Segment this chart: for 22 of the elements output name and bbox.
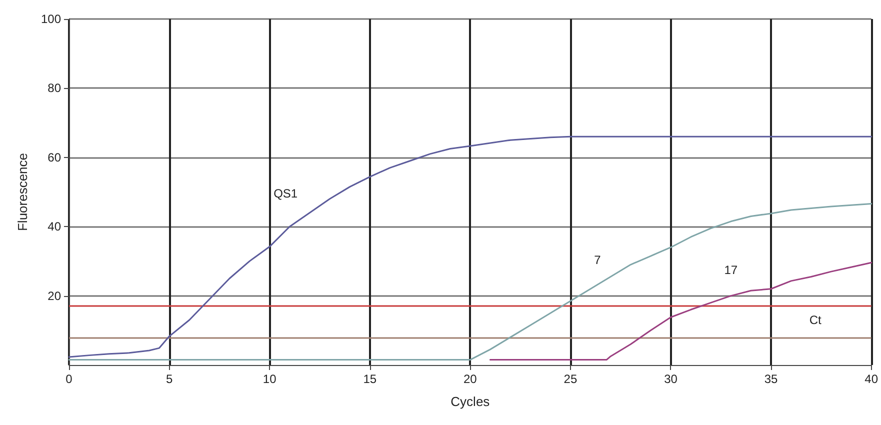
x-tick-label: 10	[262, 372, 277, 386]
x-tick-label: 30	[664, 372, 678, 386]
series-label: 7	[594, 252, 602, 267]
y-tick-label: 80	[48, 81, 62, 96]
x-tick-label: 20	[463, 372, 478, 386]
y-tick-label: 100	[40, 12, 62, 26]
y-tick-label: 60	[48, 150, 62, 164]
x-tick-label: 35	[764, 372, 778, 386]
series-label: QS1	[274, 186, 298, 201]
x-tick-label: 40	[864, 372, 878, 386]
x-tick-label: 15	[363, 372, 377, 386]
line-series	[68, 136, 872, 358]
y-axis-title: Fluorescence	[15, 152, 30, 232]
series-label: 17	[724, 262, 738, 277]
x-tick-label: 0	[66, 372, 73, 386]
line-series	[68, 203, 872, 361]
x-tick-label: 5	[166, 372, 173, 386]
y-tick-label: 40	[48, 220, 62, 234]
x-tick-label: 25	[564, 372, 578, 386]
ref-line-label: Ct	[809, 313, 822, 328]
y-tick-label: 20	[48, 288, 62, 303]
x-axis-title: Cycles	[450, 394, 490, 409]
